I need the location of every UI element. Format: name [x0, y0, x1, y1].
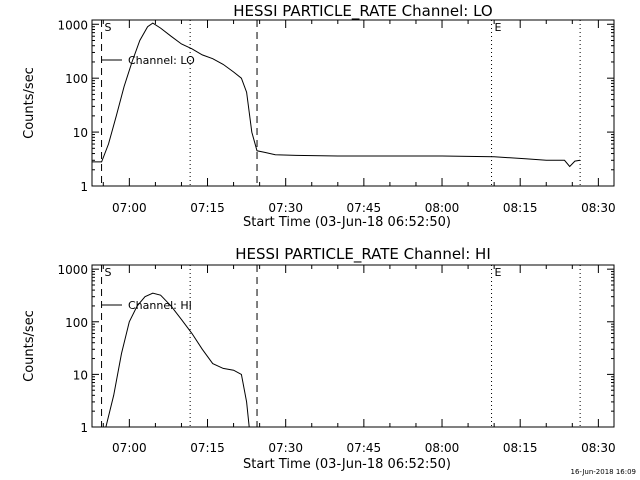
x-tick-label: 07:00: [112, 441, 147, 455]
event-marker-label: E: [495, 266, 502, 279]
chart-title: HESSI PARTICLE_RATE Channel: LO: [233, 2, 492, 21]
y-tick-label: 100: [65, 72, 88, 86]
legend-label: Channel: HI: [128, 299, 192, 312]
x-tick-label: 08:30: [581, 201, 616, 215]
chart-title: HESSI PARTICLE_RATE Channel: HI: [235, 245, 491, 264]
x-tick-label: 07:15: [190, 441, 225, 455]
y-tick-label: 100: [65, 316, 88, 330]
x-tick-label: 08:00: [425, 201, 460, 215]
y-tick-label: 1: [80, 421, 88, 435]
panel-hi: HESSI PARTICLE_RATE Channel: HI 1 10 100 100…: [22, 245, 616, 472]
x-axis-label: Start Time (03-Jun-18 06:52:50): [243, 215, 451, 230]
panel-lo: HESSI PARTICLE_RATE Channel: LO 1 10 100 100…: [22, 2, 616, 230]
event-marker-label: E: [495, 21, 502, 34]
legend-label: Channel: LO: [128, 54, 195, 67]
x-axis-label: Start Time (03-Jun-18 06:52:50): [243, 457, 451, 472]
y-tick-label: 10: [73, 126, 88, 140]
x-tick-label: 07:45: [347, 441, 382, 455]
x-tick-label: 07:15: [190, 201, 225, 215]
y-tick-label: 1: [80, 180, 88, 194]
x-tick-label: 07:00: [112, 201, 147, 215]
x-tick-label: 08:30: [581, 441, 616, 455]
y-axis-label: Counts/sec: [22, 310, 37, 382]
x-tick-label: 08:15: [503, 201, 538, 215]
y-tick-label: 1000: [57, 18, 88, 32]
event-marker-label: S: [105, 266, 112, 279]
x-tick-label: 07:45: [347, 201, 382, 215]
y-axis-label: Counts/sec: [22, 67, 37, 139]
event-marker-label: S: [105, 21, 112, 34]
x-tick-label: 08:15: [503, 441, 538, 455]
x-tick-label: 08:00: [425, 441, 460, 455]
plot-frame: [91, 264, 615, 428]
y-tick-label: 1000: [57, 263, 88, 277]
x-tick-label: 07:30: [268, 441, 303, 455]
series-line-primary: [105, 292, 250, 427]
series-line-primary: [92, 22, 581, 168]
footer-timestamp: 16-Jun-2018 16:09: [571, 468, 637, 476]
plot-frame: [91, 19, 615, 187]
x-tick-label: 07:30: [268, 201, 303, 215]
y-tick-label: 10: [73, 368, 88, 382]
